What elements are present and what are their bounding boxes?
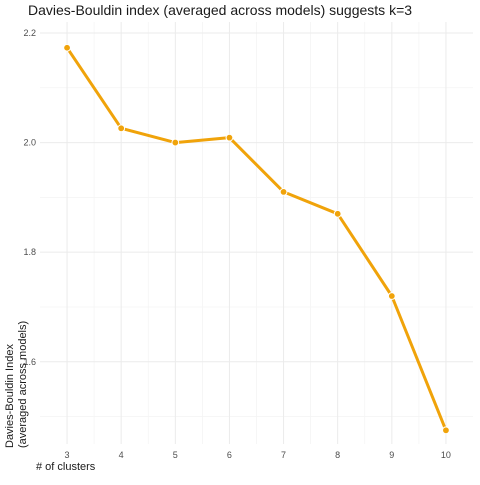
x-tick-label: 5 (173, 450, 178, 460)
x-tick-label: 8 (335, 450, 340, 460)
x-axis-ticks: 3 4 5 6 7 8 9 10 (65, 450, 451, 460)
y-tick-label: 2.0 (23, 138, 36, 148)
data-point (280, 188, 287, 195)
x-tick-label: 9 (389, 450, 394, 460)
data-point (118, 125, 125, 132)
data-point (334, 210, 341, 217)
x-axis-title: # of clusters (36, 461, 96, 473)
gridlines (40, 22, 473, 444)
x-tick-label: 4 (119, 450, 124, 460)
x-tick-label: 3 (65, 450, 70, 460)
data-point (64, 44, 71, 51)
chart-title: Davies-Bouldin index (averaged across mo… (28, 2, 412, 18)
y-axis-title-line-1: Davies-Bouldin Index (4, 344, 16, 448)
data-point (172, 139, 179, 146)
y-tick-label: 2.2 (23, 28, 36, 38)
y-axis-ticks: 1.61.82.02.2 (23, 28, 36, 367)
y-axis-title: Davies-Bouldin Index (averaged across mo… (4, 321, 29, 448)
x-tick-label: 7 (281, 450, 286, 460)
data-point (443, 427, 450, 434)
y-axis-title-line-2: (averaged across models) (17, 321, 29, 448)
x-tick-label: 10 (441, 450, 451, 460)
x-tick-label: 6 (227, 450, 232, 460)
data-point (226, 134, 233, 141)
y-tick-label: 1.8 (23, 247, 36, 257)
data-point (388, 293, 395, 300)
